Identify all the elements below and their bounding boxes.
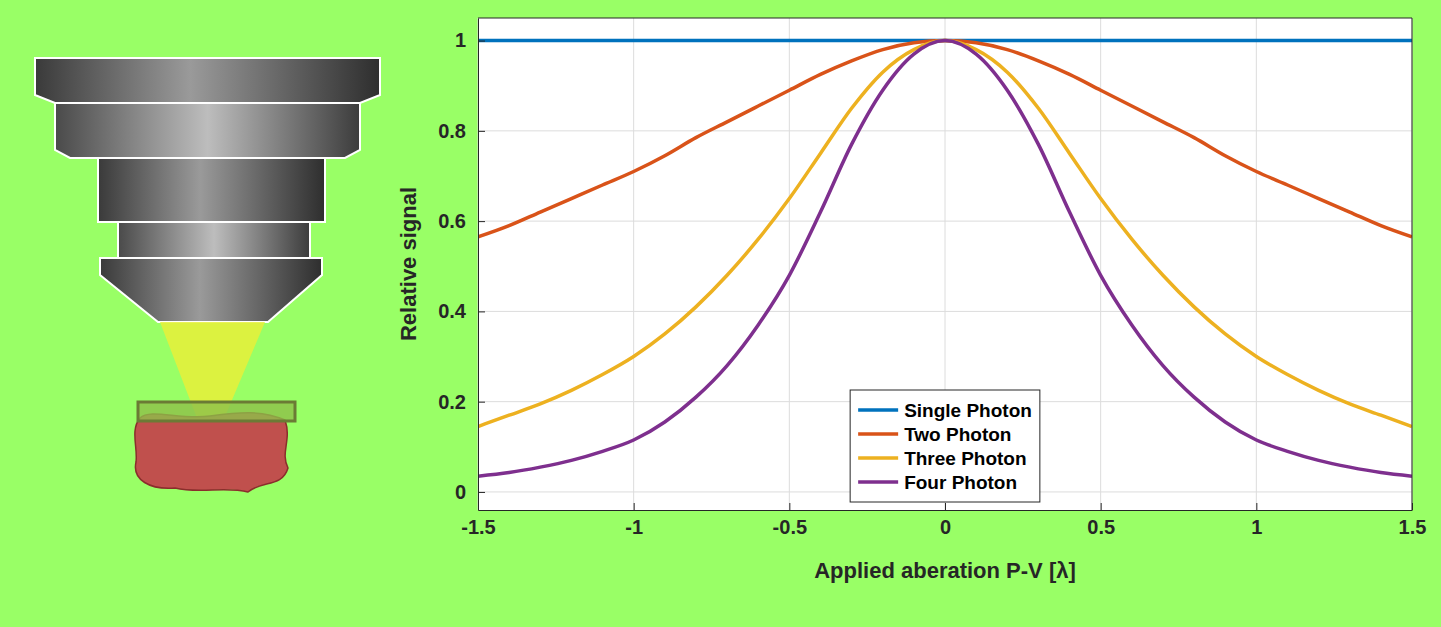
legend-label: Three Photon <box>904 448 1026 469</box>
series-line <box>478 41 1412 477</box>
y-tick-mark <box>478 402 485 403</box>
x-tick-label: -1.5 <box>461 516 495 538</box>
x-tick-mark <box>1101 503 1102 510</box>
legend-label: Four Photon <box>904 472 1017 493</box>
grid-line-x <box>1412 18 1413 510</box>
y-tick-mark <box>478 492 485 493</box>
legend-label: Single Photon <box>904 400 1032 421</box>
series-line <box>478 41 1412 427</box>
y-tick: 1 <box>455 29 485 51</box>
objective-part <box>118 222 310 258</box>
x-tick: -1 <box>625 503 643 538</box>
x-tick-label: 0.5 <box>1087 516 1115 538</box>
y-axis: 0 0.2 0.4 0.6 0.8 1 <box>438 19 485 511</box>
grid-line-y <box>478 221 1412 222</box>
frame-top <box>478 18 1412 19</box>
y-tick-label: 1 <box>455 29 466 51</box>
y-axis-line <box>478 19 479 511</box>
legend-label: Two Photon <box>904 424 1011 445</box>
grid-line-x <box>633 18 634 510</box>
plot-background <box>478 18 1412 510</box>
illustration <box>35 58 380 492</box>
x-tick-mark <box>945 503 946 510</box>
y-tick-label: 0.2 <box>438 391 466 413</box>
x-axis-line <box>479 510 1413 511</box>
y-axis-title: Relative signal <box>396 187 421 341</box>
objective-part <box>35 58 380 103</box>
x-tick-label: 0 <box>940 516 951 538</box>
y-tick: 0.4 <box>438 300 485 322</box>
sample <box>135 413 288 492</box>
y-tick-label: 0 <box>455 481 466 503</box>
grid-line-x <box>1256 18 1257 510</box>
grid-line-y <box>478 311 1412 312</box>
coverslip <box>138 402 295 421</box>
x-tick: 1 <box>1251 503 1262 538</box>
legend: Single Photon Two Photon Three Photon Four … <box>850 390 1040 502</box>
x-tick: -0.5 <box>773 503 807 538</box>
y-tick-label: 0.4 <box>438 300 467 322</box>
x-tick-mark <box>1256 503 1257 510</box>
lines <box>478 41 1412 477</box>
legend-box <box>850 390 1040 502</box>
y-tick: 0.2 <box>438 391 485 413</box>
legend-swatch <box>858 456 898 460</box>
x-tick-label: -1 <box>625 516 643 538</box>
objective-part <box>100 258 322 322</box>
objective-part <box>98 158 325 222</box>
x-axis-title: Applied aberation P-V [λ] <box>814 558 1076 583</box>
y-tick-label: 0.6 <box>438 210 466 232</box>
x-tick-label: -0.5 <box>773 516 807 538</box>
y-tick: 0 <box>455 481 485 503</box>
chart-root: -1.5 -1 -0.5 0 0.5 1 1.5 0 0.2 0.4 0.6 0.8 1 Applied … <box>0 0 1441 627</box>
y-tick-mark <box>478 131 485 132</box>
grid-line-x <box>478 18 479 510</box>
x-tick-mark <box>789 503 790 510</box>
legend-swatch <box>858 480 898 484</box>
series-line <box>478 41 1412 237</box>
y-tick-label: 0.8 <box>438 120 466 142</box>
grid-line-y <box>478 130 1412 131</box>
y-tick: 0.8 <box>438 120 485 142</box>
objective-part <box>55 103 360 158</box>
frame-right <box>1412 18 1413 510</box>
x-axis: -1.5 -1 -0.5 0 0.5 1 1.5 <box>461 503 1426 538</box>
x-tick: 0 <box>940 503 951 538</box>
legend-swatch <box>858 432 898 436</box>
x-tick-label: 1.5 <box>1399 516 1427 538</box>
y-tick-mark <box>478 311 485 312</box>
legend-swatch <box>858 408 898 412</box>
y-tick-mark <box>478 41 485 42</box>
x-tick-label: 1 <box>1251 516 1262 538</box>
y-tick-mark <box>478 221 485 222</box>
x-tick-mark <box>634 503 635 510</box>
grid <box>478 18 1412 510</box>
x-tick: 0.5 <box>1087 503 1115 538</box>
y-tick: 0.6 <box>438 210 485 232</box>
